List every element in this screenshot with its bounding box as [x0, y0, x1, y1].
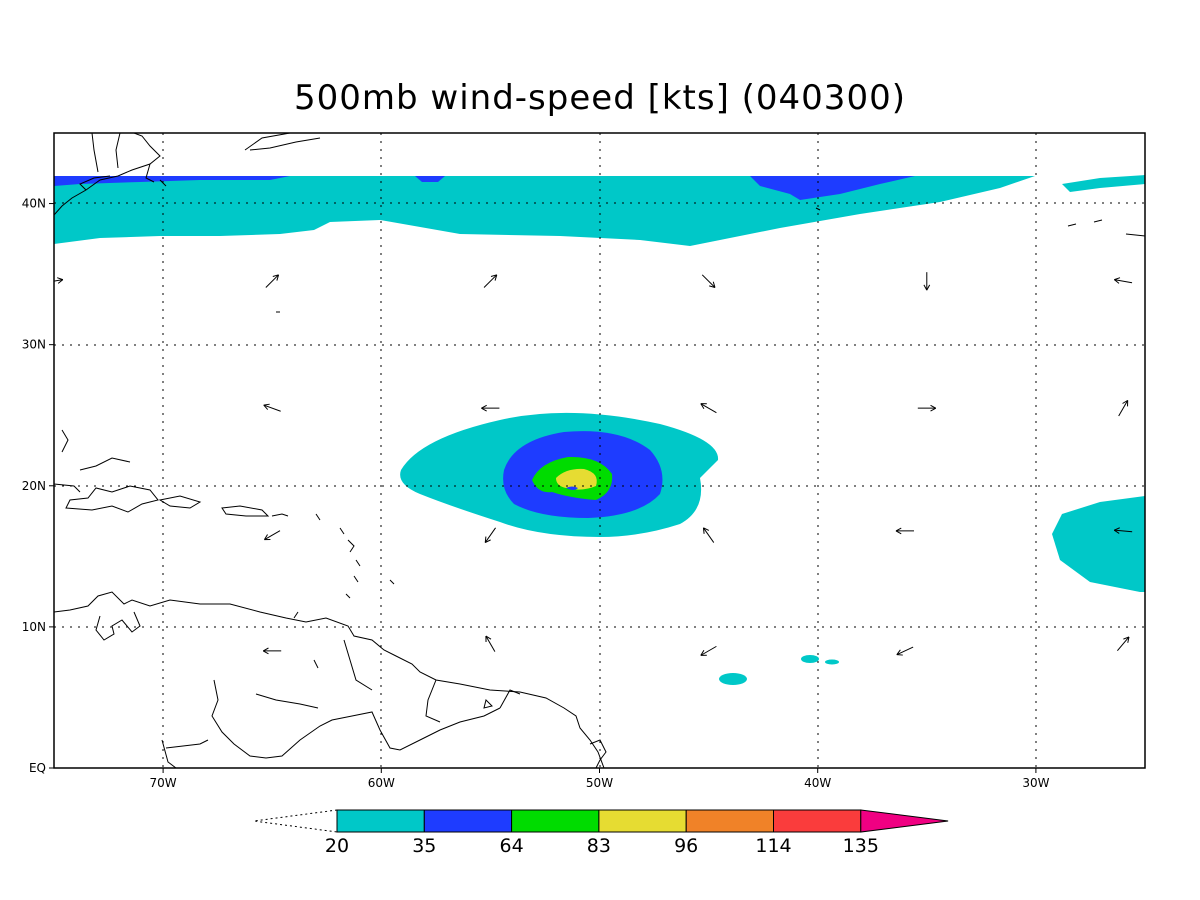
- wind-speed-contours: [54, 175, 1145, 685]
- lat-tick-label: 10N: [22, 620, 46, 634]
- wind-arrow: [923, 272, 931, 291]
- colorbar-box: [598, 809, 687, 833]
- latitude-labels: EQ 10N 20N 30N 40N: [22, 197, 54, 775]
- jet-band-blue-west: [54, 176, 290, 186]
- wind-arrow: [483, 274, 498, 288]
- wind-arrow: [917, 404, 937, 412]
- wind-arrow: [263, 403, 281, 412]
- wind-arrow: [895, 527, 914, 535]
- wind-arrow: [484, 527, 496, 543]
- colorbar-box: [773, 809, 862, 833]
- colorbar-label: 83: [587, 835, 611, 857]
- wind-arrow: [1114, 277, 1133, 284]
- lat-tick-label: EQ: [29, 761, 46, 775]
- wind-arrow: [896, 646, 914, 656]
- colorbar-box: [511, 809, 600, 833]
- wind-arrow: [1113, 527, 1133, 534]
- east-tropical-teal: [1052, 496, 1145, 592]
- lon-tick-label: 50W: [586, 776, 613, 790]
- wind-arrow: [481, 404, 500, 412]
- wind-arrow: [262, 647, 282, 655]
- wind-arrow: [700, 403, 717, 414]
- wind-arrow: [263, 530, 281, 541]
- colorbar-label: 35: [412, 835, 436, 857]
- coastlines: [54, 133, 1145, 768]
- wind-arrow: [701, 274, 716, 289]
- lon-tick-label: 70W: [150, 776, 177, 790]
- jet-band-teal: [54, 176, 1035, 246]
- colorbar-upper-triangle: [860, 809, 949, 833]
- jet-band-teal-east: [1062, 175, 1145, 192]
- colorbar-label: 135: [843, 835, 879, 857]
- wind-arrow: [485, 635, 496, 652]
- wind-arrow: [700, 645, 717, 656]
- colorbar-box: [685, 809, 775, 833]
- colorbar-label: 64: [500, 835, 524, 857]
- small-patch-2: [801, 655, 819, 663]
- wind-arrow: [1117, 636, 1130, 652]
- small-patch-3: [825, 659, 839, 665]
- colorbar-box: [336, 809, 425, 833]
- lon-tick-label: 30W: [1022, 776, 1049, 790]
- cyclone-eye-blue: [566, 486, 578, 490]
- lat-tick-label: 20N: [22, 479, 46, 493]
- small-patch-1: [719, 673, 747, 685]
- jet-band-blue-east: [750, 176, 915, 200]
- lat-tick-label: 30N: [22, 338, 46, 352]
- jet-band-blue-mid: [415, 176, 445, 182]
- lon-tick-label: 60W: [368, 776, 395, 790]
- colorbar-label: 96: [674, 835, 698, 857]
- colorbar-box: [423, 809, 513, 833]
- colorbar-label: 114: [755, 835, 791, 857]
- colorbar-lower-triangle: [253, 809, 338, 833]
- wind-arrow: [1118, 399, 1129, 417]
- colorbar: 20 35 64 83 96 114 135: [253, 809, 949, 857]
- lon-tick-label: 40W: [804, 776, 831, 790]
- colorbar-label: 20: [325, 835, 349, 857]
- cyclone-yellow: [556, 468, 597, 490]
- map-title: 500mb wind-speed [kts] (040300): [294, 78, 906, 118]
- longitude-labels: 70W 60W 50W 40W 30W: [150, 768, 1050, 790]
- lat-lon-grid: [54, 133, 1145, 768]
- wind-direction-arrows: [54, 272, 1133, 656]
- wind-arrow: [54, 277, 64, 284]
- lat-tick-label: 40N: [22, 197, 46, 211]
- wind-arrow: [702, 527, 715, 543]
- wind-arrow: [265, 274, 280, 288]
